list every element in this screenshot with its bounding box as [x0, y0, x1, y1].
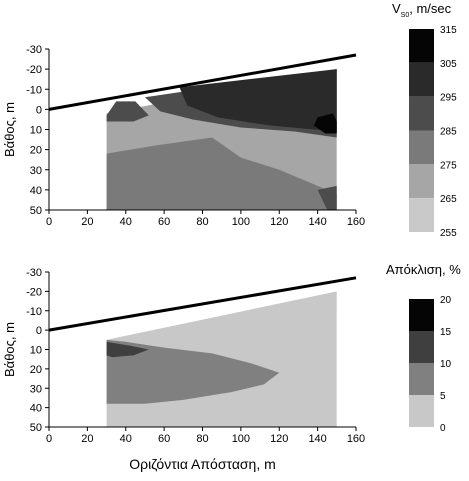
contour-regions: [106, 69, 337, 210]
colorbar-tick-label: 255: [440, 228, 457, 239]
colorbar-tick-label: 305: [440, 59, 457, 70]
colorbar-tick-label: 275: [440, 160, 457, 171]
colorbar-swatch: [409, 363, 434, 395]
x-tick-label: 160: [347, 433, 365, 445]
contour-region-2: [317, 185, 337, 210]
colorbar-title-units: , m/sec: [409, 1, 451, 16]
x-tick-label: 20: [81, 433, 93, 445]
y-tick-label: 30: [30, 383, 42, 395]
x-tick-label: 160: [347, 216, 365, 228]
y-tick-label: 10: [30, 345, 42, 357]
contour-region-1: [106, 339, 280, 404]
colorbar-title: Απόκλιση, %: [386, 262, 461, 277]
colorbar-tick-label: 315: [440, 25, 457, 36]
x-tick-label: 40: [120, 433, 132, 445]
y-tick-label: -30: [26, 267, 42, 279]
colorbar-swatch: [409, 62, 434, 97]
colorbar-swatch: [409, 198, 434, 232]
y-tick-label: -20: [26, 64, 42, 76]
colorbar-tick-label: 10: [440, 359, 452, 370]
colorbar-tick-label: 20: [440, 295, 452, 306]
x-tick-label: 20: [81, 216, 93, 228]
y-tick-label: 20: [30, 145, 42, 157]
colorbar-swatch: [409, 299, 434, 331]
colorbar-swatch: [409, 29, 434, 63]
contour-region-1: [106, 137, 337, 210]
colorbar-tick-label: 295: [440, 93, 457, 104]
x-tick-label: 140: [308, 216, 326, 228]
x-tick-label: 80: [196, 433, 208, 445]
colorbar-swatch: [409, 164, 434, 199]
contour-region-6: [313, 113, 337, 134]
surface-line: [48, 276, 357, 332]
colorbar-title-main: V: [392, 1, 401, 16]
colorbar-title-subscript: S0: [401, 12, 410, 19]
colorbar-tick-label: 15: [440, 327, 452, 338]
contour-region-5: [179, 69, 337, 132]
x-tick-label: 100: [232, 433, 250, 445]
x-tick-label: 100: [232, 216, 250, 228]
x-tick-label: 60: [158, 216, 170, 228]
y-tick-label: -10: [26, 84, 42, 96]
x-tick-label: 60: [158, 433, 170, 445]
y-tick-label: 30: [30, 165, 42, 177]
colorbar-tick-label: 285: [440, 127, 457, 138]
y-tick-label: -30: [26, 44, 42, 56]
colorbar-swatch: [409, 130, 434, 165]
colorbar-tick-label: 265: [440, 194, 457, 205]
y-tick-label: 40: [30, 185, 42, 197]
y-tick-label: 10: [30, 125, 42, 137]
y-tick-label: 0: [36, 325, 42, 337]
y-axis-label: Βάθος, m: [2, 102, 17, 157]
contour-regions: [106, 291, 337, 427]
colorbar-swatch: [409, 331, 434, 363]
y-tick-label: -20: [26, 286, 42, 298]
y-tick-label: 40: [30, 403, 42, 415]
colorbar-tick-label: 5: [440, 391, 446, 402]
colorbar-tick-label: 0: [440, 423, 446, 434]
y-tick-label: -10: [26, 306, 42, 318]
x-axis-label: Οριζόντια Απόσταση, m: [129, 456, 276, 472]
x-tick-label: 120: [270, 433, 288, 445]
x-tick-label: 140: [308, 433, 326, 445]
x-tick-label: 0: [46, 216, 52, 228]
y-axis-label: Βάθος, m: [2, 322, 17, 377]
contour-region-4: [106, 101, 149, 122]
x-tick-label: 0: [46, 433, 52, 445]
y-tick-label: 0: [36, 104, 42, 116]
x-tick-label: 80: [196, 216, 208, 228]
y-tick-label: 50: [30, 422, 42, 434]
colorbar-title: VS0, m/sec: [392, 1, 452, 19]
x-tick-label: 120: [270, 216, 288, 228]
x-tick-label: 40: [120, 216, 132, 228]
y-tick-label: 20: [30, 364, 42, 376]
surface-line: [48, 53, 357, 111]
colorbar-swatch: [409, 395, 434, 427]
contour-region-2: [106, 341, 149, 358]
y-tick-label: 50: [30, 205, 42, 217]
colorbar-swatch: [409, 96, 434, 131]
